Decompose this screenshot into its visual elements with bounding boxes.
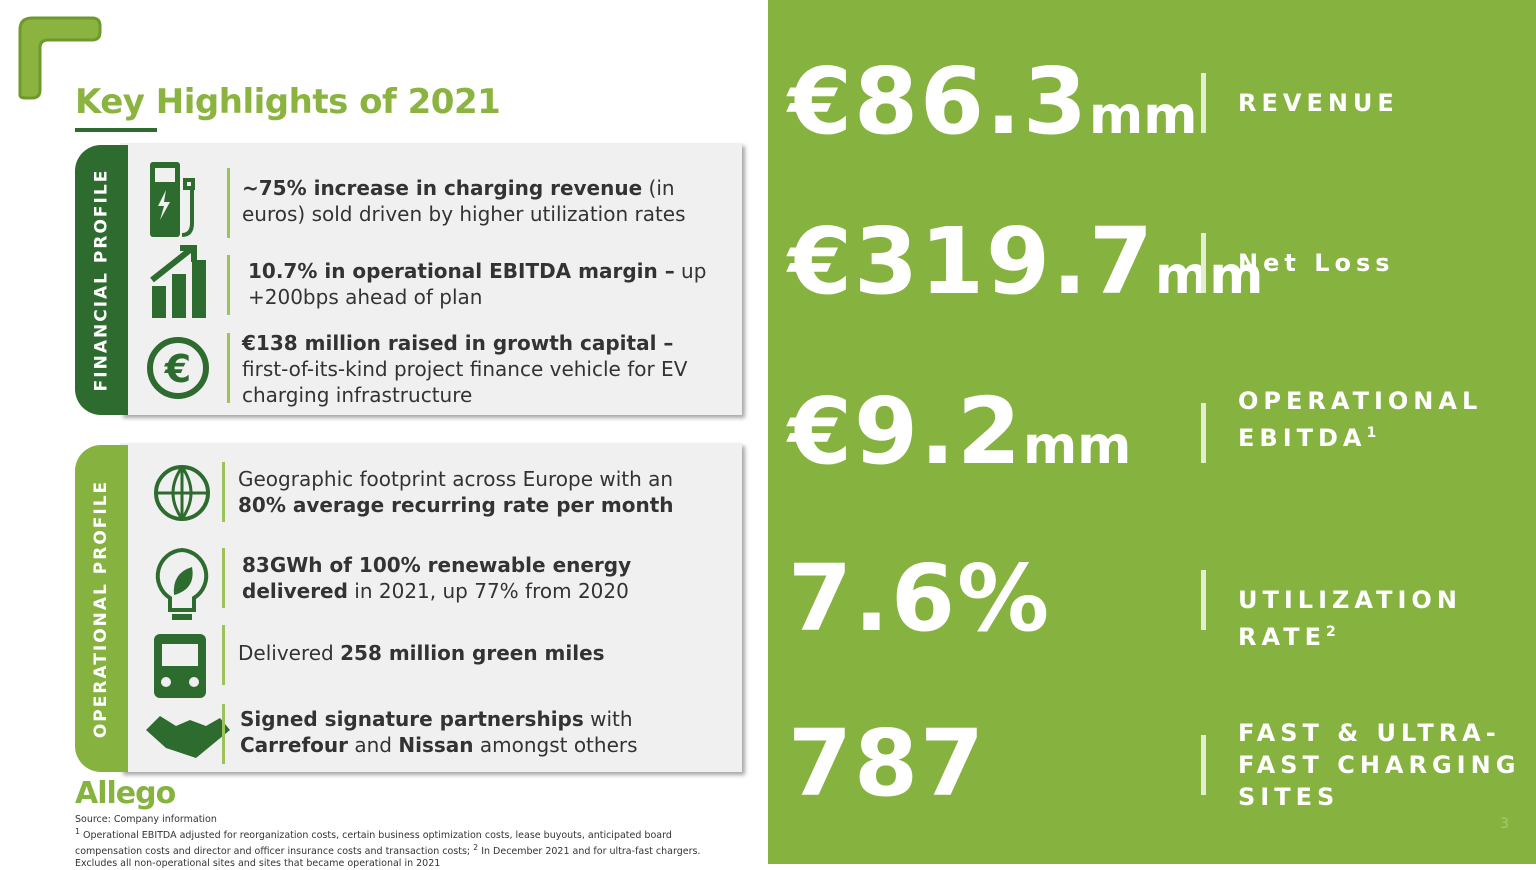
footnotes: Source: Company information 1 Operationa… bbox=[75, 814, 735, 870]
text-run: 10.7% in operational EBITDA margin – bbox=[248, 259, 675, 283]
metric-label-text: REVENUE bbox=[1238, 89, 1399, 117]
metric-value: 7.6% bbox=[788, 545, 1051, 652]
financial-label: FINANCIAL PROFILE bbox=[91, 168, 112, 392]
text-run: €138 million raised in growth capital – bbox=[242, 331, 674, 355]
text-run: and bbox=[348, 733, 399, 757]
text-run: up +200bps ahead of plan bbox=[248, 259, 707, 309]
text-run: Geographic footprint across Europe with … bbox=[238, 467, 674, 491]
metric-divider bbox=[1201, 735, 1206, 795]
metric-label: OPERATIONAL EBITDA1 bbox=[1238, 385, 1528, 454]
highlight: 83GWh of 100% renewable energy delivered… bbox=[242, 552, 722, 604]
operational-tab: OPERATIONAL PROFILE bbox=[75, 445, 128, 772]
text-run: with bbox=[583, 707, 633, 731]
highlight: ~75% increase in charging revenue (in eu… bbox=[242, 175, 722, 227]
metric-label: FAST & ULTRA-FAST CHARGING SITES bbox=[1238, 717, 1528, 813]
metric-divider bbox=[1201, 233, 1206, 293]
title-underline bbox=[75, 128, 157, 132]
text-run: Delivered bbox=[238, 641, 341, 665]
text-run: (in euros) sold driven by higher utiliza… bbox=[242, 176, 686, 226]
text-run: 258 million green miles bbox=[340, 641, 605, 665]
metric-unit: mm bbox=[1089, 86, 1198, 146]
metric-number: 787 bbox=[788, 710, 987, 817]
separator bbox=[222, 548, 225, 608]
text-run: 80% average recurring rate per month bbox=[238, 493, 674, 517]
metric-unit: mm bbox=[1023, 416, 1132, 476]
highlight: Signed signature partnerships with Carre… bbox=[240, 706, 720, 758]
logo-bracket bbox=[18, 16, 102, 100]
metric-label-text: Net Loss bbox=[1238, 249, 1395, 277]
highlight: Geographic footprint across Europe with … bbox=[238, 466, 718, 518]
company-logo: Allego bbox=[75, 776, 176, 811]
text-run: 83GWh of 100% renewable energy delivered bbox=[242, 553, 632, 603]
metric-value: 787 bbox=[788, 710, 986, 817]
operational-label: OPERATIONAL PROFILE bbox=[91, 479, 112, 738]
metric-label-text: FAST & ULTRA-FAST CHARGING SITES bbox=[1238, 719, 1521, 811]
metric-number: 7.6% bbox=[788, 545, 1052, 652]
text-run: Signed signature partnerships bbox=[240, 707, 584, 731]
separator bbox=[222, 462, 225, 522]
text-run: ~75% increase in charging revenue bbox=[242, 176, 643, 200]
separator bbox=[227, 333, 230, 403]
metric-number: €319.7 bbox=[788, 208, 1156, 315]
metric-divider bbox=[1201, 403, 1206, 463]
metrics-panel bbox=[768, 0, 1536, 864]
metric-number: €9.2 bbox=[788, 378, 1023, 485]
highlight: €138 million raised in growth capital – … bbox=[242, 330, 722, 408]
page-number: 3 bbox=[1500, 816, 1509, 832]
separator bbox=[222, 625, 225, 685]
metric-value: €9.2mm bbox=[788, 378, 1131, 485]
note-mark: 1 bbox=[75, 827, 81, 836]
title: Key Highlights of 2021 bbox=[75, 82, 501, 122]
financial-box bbox=[120, 143, 742, 415]
source: Source: Company information bbox=[75, 814, 217, 825]
separator bbox=[227, 255, 230, 315]
metric-value: €319.7mm bbox=[788, 208, 1263, 315]
metric-label-text: UTILIZATION RATE bbox=[1238, 586, 1462, 651]
text-run: in 2021, up 77% from 2020 bbox=[347, 579, 629, 603]
metric-number: €86.3 bbox=[788, 48, 1090, 155]
metric-divider bbox=[1201, 73, 1206, 133]
svg-text:€: € bbox=[164, 347, 191, 391]
metric-value: €86.3mm bbox=[788, 48, 1197, 155]
metric-note: 2 bbox=[1325, 624, 1341, 640]
financial-tab: FINANCIAL PROFILE bbox=[75, 145, 128, 415]
separator bbox=[227, 168, 230, 238]
metric-unit: mm bbox=[1155, 246, 1264, 306]
note-text: Operational EBITDA adjusted for reorgani… bbox=[75, 830, 672, 858]
metric-note: 1 bbox=[1366, 425, 1382, 441]
note-mark: 2 bbox=[473, 843, 479, 853]
highlight: 10.7% in operational EBITDA margin – up … bbox=[248, 258, 728, 310]
text-run: Nissan bbox=[398, 733, 474, 757]
metric-label: REVENUE bbox=[1238, 87, 1528, 119]
text-run: first-of-its-kind project finance vehicl… bbox=[242, 357, 688, 407]
highlight: Delivered 258 million green miles bbox=[238, 640, 718, 666]
separator bbox=[222, 704, 225, 764]
metric-label: UTILIZATION RATE2 bbox=[1238, 584, 1528, 653]
metric-divider bbox=[1201, 570, 1206, 630]
metric-label-text: OPERATIONAL EBITDA bbox=[1238, 387, 1483, 452]
text-run: Carrefour bbox=[240, 733, 349, 757]
icons: € bbox=[146, 162, 230, 758]
text-run: amongst others bbox=[473, 733, 638, 757]
metric-label: Net Loss bbox=[1238, 247, 1528, 279]
